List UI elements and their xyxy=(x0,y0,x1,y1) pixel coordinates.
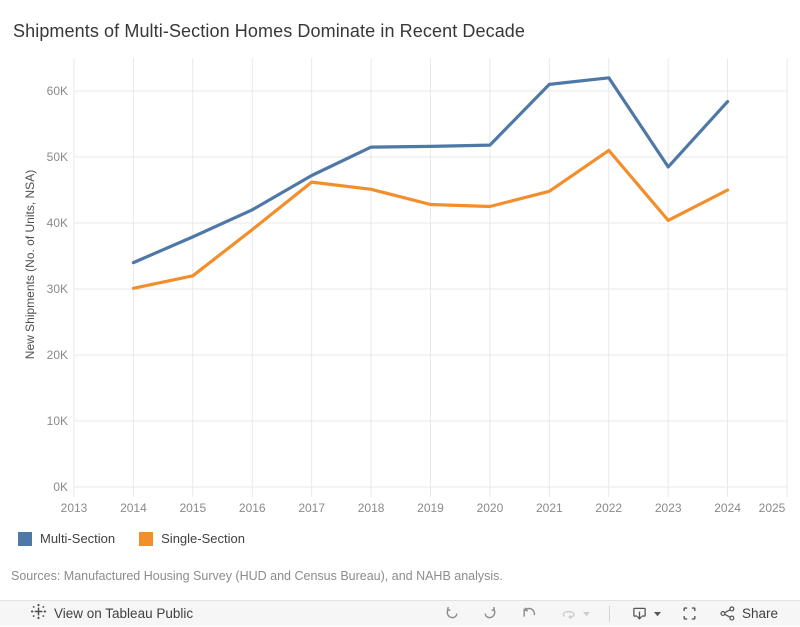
refresh-icon xyxy=(562,610,575,620)
x-axis-tick-label: 2025 xyxy=(759,501,786,515)
x-axis-tick-label: 2022 xyxy=(595,501,622,515)
toolbar-actions: Share xyxy=(432,604,778,624)
y-axis-tick-label: 30K xyxy=(47,282,68,296)
source-note: Sources: Manufactured Housing Survey (HU… xyxy=(11,569,503,583)
download-icon xyxy=(633,607,646,620)
replay-button[interactable] xyxy=(521,604,538,624)
fullscreen-icon xyxy=(683,607,696,620)
y-axis-tick-label: 50K xyxy=(47,150,68,164)
y-axis-tick-label: 0K xyxy=(53,480,68,494)
x-axis-tick-label: 2018 xyxy=(358,501,385,515)
x-axis-tick-label: 2015 xyxy=(179,501,206,515)
share-button[interactable]: Share xyxy=(719,605,778,622)
legend-item-multi-section[interactable]: Multi-Section xyxy=(18,531,115,546)
x-axis-tick-label: 2019 xyxy=(417,501,444,515)
tableau-logo-icon xyxy=(30,603,47,625)
download-button[interactable] xyxy=(631,604,648,624)
refresh-caret-icon xyxy=(582,604,591,624)
line-chart[interactable]: 0K 10K 20K 30K 40K 50K 60K 2013 2014 2015 2016 2017… xyxy=(0,0,800,522)
y-axis-tick-label: 20K xyxy=(47,348,68,362)
single-section-swatch xyxy=(139,531,154,546)
toolbar-separator xyxy=(608,605,610,622)
undo-icon xyxy=(446,606,458,619)
y-axis-tick-label: 40K xyxy=(47,216,68,230)
replay-icon xyxy=(523,607,536,617)
refresh-button xyxy=(560,604,577,624)
undo-button[interactable] xyxy=(443,604,460,624)
x-axis-tick-label: 2014 xyxy=(120,501,147,515)
share-label: Share xyxy=(741,606,778,621)
x-axis-tick-label: 2024 xyxy=(714,501,741,515)
line-single-section[interactable] xyxy=(131,148,730,290)
tableau-toolbar: View on Tableau Public xyxy=(0,600,800,626)
x-axis-tick-label: 2021 xyxy=(536,501,563,515)
legend-item-single-section[interactable]: Single-Section xyxy=(139,531,245,546)
redo-button[interactable] xyxy=(482,604,499,624)
legend-label: Single-Section xyxy=(161,531,245,546)
x-axis-tick-label: 2016 xyxy=(239,501,266,515)
view-on-tableau-public-link[interactable]: View on Tableau Public xyxy=(30,603,193,625)
redo-icon xyxy=(484,606,496,619)
legend: Multi-Section Single-Section xyxy=(18,531,245,546)
x-axis-tick-label: 2020 xyxy=(477,501,504,515)
x-axis-tick-label: 2013 xyxy=(61,501,88,515)
download-caret-icon[interactable] xyxy=(653,604,662,624)
fullscreen-button[interactable] xyxy=(681,604,698,624)
share-icon xyxy=(720,606,735,621)
legend-label: Multi-Section xyxy=(40,531,116,546)
x-axis-tick-label: 2023 xyxy=(655,501,682,515)
line-multi-section[interactable] xyxy=(131,76,730,265)
y-axis-title: New Shipments (No. of Units, NSA) xyxy=(23,170,37,359)
view-on-tableau-public-label: View on Tableau Public xyxy=(54,606,194,621)
chart-title: Shipments of Multi-Section Homes Dominat… xyxy=(13,21,526,41)
y-axis-tick-label: 10K xyxy=(47,414,68,428)
y-axis-tick-label: 60K xyxy=(47,84,68,98)
x-axis-tick-label: 2017 xyxy=(298,501,325,515)
multi-section-swatch xyxy=(18,531,32,546)
